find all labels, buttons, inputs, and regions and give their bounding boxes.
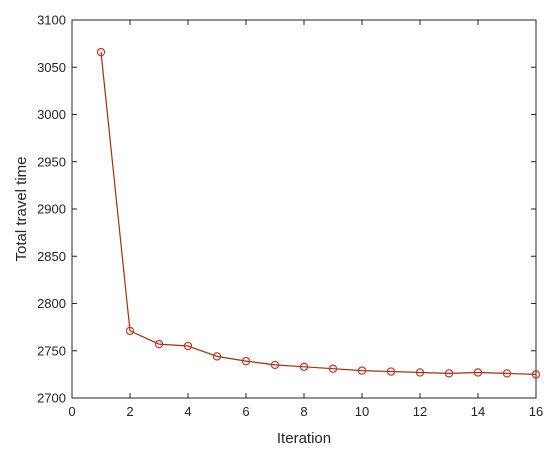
data-point bbox=[154, 339, 164, 349]
y-tick-label: 3050 bbox=[37, 60, 66, 75]
y-tick-label: 3100 bbox=[37, 13, 66, 28]
plot-area-frame bbox=[71, 19, 537, 399]
x-axis-ticks: 0 2 4 6 8 10 12 14 16 bbox=[68, 20, 543, 419]
series-line bbox=[100, 52, 537, 375]
x-axis-label: Iteration bbox=[277, 430, 331, 447]
data-point bbox=[299, 362, 309, 372]
data-point-markers bbox=[96, 47, 541, 379]
data-point bbox=[328, 364, 338, 373]
y-tick-label: 2750 bbox=[37, 343, 66, 358]
data-point bbox=[357, 366, 367, 375]
x-tick-label: 8 bbox=[300, 404, 307, 419]
x-tick-label: 0 bbox=[68, 404, 75, 419]
y-axis-ticks: 2700 2750 2800 2850 2900 2950 3000 3050 3100 bbox=[37, 13, 536, 406]
data-point bbox=[444, 369, 454, 378]
y-tick-label: 2700 bbox=[37, 391, 66, 406]
data-point bbox=[212, 352, 222, 361]
x-tick-label: 14 bbox=[471, 404, 485, 419]
data-point bbox=[531, 370, 541, 379]
y-tick-label: 2800 bbox=[37, 296, 66, 311]
y-tick-label: 2850 bbox=[37, 249, 66, 264]
x-tick-label: 6 bbox=[242, 404, 249, 419]
x-tick-label: 16 bbox=[529, 404, 543, 419]
data-point bbox=[183, 341, 193, 351]
y-axis-label: Total travel time bbox=[13, 156, 30, 261]
data-point bbox=[473, 368, 483, 377]
y-tick-label: 2950 bbox=[37, 154, 66, 169]
x-tick-label: 2 bbox=[126, 404, 133, 419]
data-point bbox=[502, 369, 512, 378]
data-point bbox=[386, 367, 396, 376]
y-tick-label: 3000 bbox=[37, 107, 66, 122]
data-point bbox=[270, 360, 280, 370]
data-point bbox=[241, 356, 251, 366]
data-point bbox=[96, 47, 106, 57]
x-tick-label: 4 bbox=[184, 404, 191, 419]
x-tick-label: 10 bbox=[355, 404, 369, 419]
x-tick-label: 12 bbox=[413, 404, 427, 419]
y-tick-label: 2900 bbox=[37, 202, 66, 217]
data-point bbox=[125, 326, 135, 336]
data-point bbox=[415, 368, 425, 377]
